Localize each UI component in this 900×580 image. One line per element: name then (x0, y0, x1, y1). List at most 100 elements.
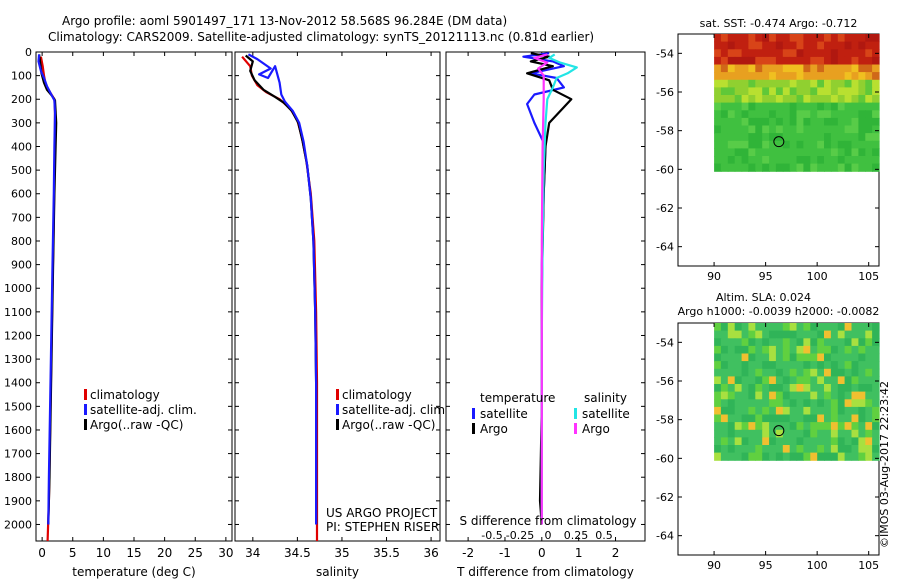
heatmap-cell (727, 117, 736, 127)
heatmap-cell (775, 452, 784, 461)
heatmap-cell (789, 72, 798, 81)
heatmap-cell (844, 414, 853, 423)
heatmap-cell (817, 406, 825, 416)
legend-entry: Argo(..raw -QC) (342, 418, 435, 432)
heatmap-cell (775, 406, 784, 416)
heatmap-cell (727, 384, 736, 393)
heatmap-cell (720, 422, 729, 431)
heatmap-cell (714, 429, 722, 438)
heatmap-cell (720, 391, 729, 400)
heatmap-cell (803, 102, 811, 111)
heatmap-cell (782, 117, 791, 127)
heatmap-cell (748, 452, 756, 461)
heatmap-cell (837, 102, 846, 111)
heatmap-cell (872, 64, 880, 73)
heatmap-cell (775, 338, 784, 347)
heatmap-cell (830, 133, 839, 142)
heatmap-cell (851, 338, 859, 347)
heatmap-cell (851, 95, 859, 104)
heatmap-cell (851, 163, 859, 172)
heatmap-cell (789, 384, 798, 393)
heatmap-cell (727, 406, 736, 416)
heatmap-cell (748, 384, 756, 393)
heatmap-cell (789, 110, 798, 119)
legend-entry: climatology (90, 388, 160, 402)
heatmap-cell (727, 133, 736, 142)
heatmap-cell (727, 87, 736, 96)
heatmap-cell (865, 406, 873, 416)
heatmap-cell (748, 399, 756, 408)
heatmap-cell (851, 330, 859, 339)
argo-location-marker (773, 425, 785, 437)
heatmap-cell (844, 41, 853, 50)
heatmap-cell (824, 41, 832, 50)
heatmap-cell (872, 445, 880, 454)
heatmap-cell (844, 338, 853, 347)
heatmap-cell (830, 437, 839, 446)
heatmap-cell (844, 384, 853, 393)
heatmap-cell (810, 452, 818, 461)
heatmap-cell (734, 429, 743, 438)
legend-swatch (472, 423, 475, 434)
heatmap-cell (720, 156, 729, 165)
heatmap-cell (872, 34, 880, 43)
heatmap-cell (858, 437, 866, 446)
heatmap-cell (810, 361, 818, 370)
heatmap-cell (796, 406, 804, 416)
heatmap-cell (741, 422, 750, 431)
heatmap-cell (720, 330, 729, 339)
heatmap-cell (858, 34, 866, 43)
map-heatmap-sst (714, 34, 880, 172)
y-tick-label: 1700 (4, 448, 32, 461)
heatmap-cell (796, 361, 804, 370)
heatmap-cell (727, 34, 736, 43)
heatmap-cell (872, 79, 880, 88)
heatmap-cell (789, 445, 798, 454)
heatmap-cell (865, 452, 873, 461)
map-x-tick-label: 90 (707, 270, 721, 283)
heatmap-cell (817, 338, 825, 347)
heatmap-cell (789, 87, 798, 96)
heatmap-cell (782, 422, 791, 431)
legend-entry: satellite-adj. clim. (342, 403, 449, 417)
heatmap-cell (817, 368, 825, 377)
heatmap-cell (789, 95, 798, 104)
heatmap-cell (810, 133, 818, 142)
series-line-satelliteadjclim (37, 54, 57, 525)
heatmap-cell (755, 353, 763, 362)
heatmap-cell (796, 368, 804, 377)
heatmap-cell (789, 117, 798, 127)
heatmap-cell (796, 117, 804, 127)
y-tick-label: 1400 (4, 377, 32, 390)
heatmap-cell (720, 353, 729, 362)
heatmap-cell (865, 117, 873, 127)
heatmap-cell (755, 34, 763, 43)
heatmap-cell (769, 72, 777, 81)
heatmap-cell (714, 117, 722, 127)
heatmap-cell (796, 437, 804, 446)
heatmap-cell (830, 148, 839, 157)
legend-title-salinity: salinity (584, 391, 627, 405)
heatmap-cell (714, 140, 722, 149)
heatmap-cell (865, 384, 873, 393)
heatmap-cell (748, 429, 756, 438)
heatmap-cell (755, 125, 763, 134)
heatmap-cell (858, 133, 866, 142)
heatmap-cell (830, 368, 839, 377)
heatmap-cell (769, 95, 777, 104)
heatmap-cell (714, 368, 722, 377)
heatmap-cell (865, 330, 873, 339)
heatmap-cell (755, 140, 763, 149)
heatmap-cell (810, 391, 818, 400)
heatmap-cell (748, 406, 756, 416)
heatmap-cell (830, 156, 839, 165)
heatmap-cell (720, 437, 729, 446)
heatmap-cell (775, 56, 784, 66)
heatmap-cell (727, 41, 736, 50)
heatmap-cell (775, 163, 784, 172)
heatmap-cell (851, 87, 859, 96)
heatmap-cell (714, 422, 722, 431)
heatmap-cell (769, 437, 777, 446)
heatmap-cell (782, 156, 791, 165)
heatmap-cell (844, 34, 853, 43)
